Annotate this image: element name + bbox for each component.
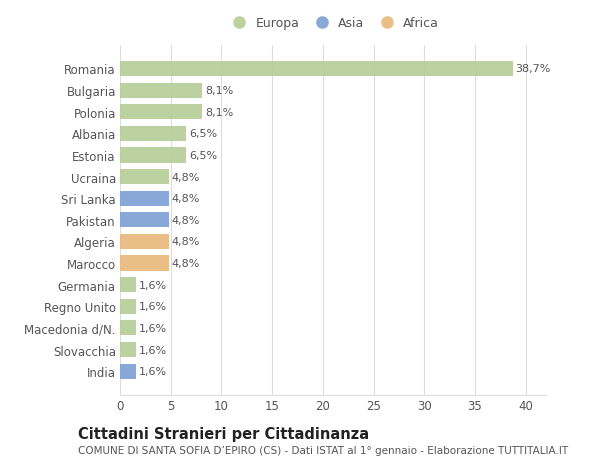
Bar: [120, 213, 169, 228]
Text: 6,5%: 6,5%: [189, 151, 217, 161]
Text: 8,1%: 8,1%: [205, 107, 233, 118]
Bar: [120, 299, 136, 314]
Text: 1,6%: 1,6%: [139, 345, 167, 355]
Text: 4,8%: 4,8%: [172, 172, 200, 182]
Bar: [120, 278, 136, 292]
Bar: [120, 170, 169, 185]
Bar: [120, 62, 512, 77]
Text: 4,8%: 4,8%: [172, 215, 200, 225]
Text: 4,8%: 4,8%: [172, 237, 200, 247]
Text: 38,7%: 38,7%: [515, 64, 551, 74]
Bar: [120, 256, 169, 271]
Text: 8,1%: 8,1%: [205, 86, 233, 96]
Text: 1,6%: 1,6%: [139, 280, 167, 290]
Bar: [120, 321, 136, 336]
Bar: [120, 191, 169, 206]
Bar: [120, 364, 136, 379]
Text: 4,8%: 4,8%: [172, 194, 200, 204]
Text: 1,6%: 1,6%: [139, 366, 167, 376]
Bar: [120, 342, 136, 357]
Text: 1,6%: 1,6%: [139, 302, 167, 312]
Bar: [120, 127, 186, 141]
Text: Cittadini Stranieri per Cittadinanza: Cittadini Stranieri per Cittadinanza: [78, 426, 369, 441]
Text: COMUNE DI SANTA SOFIA D’EPIRO (CS) - Dati ISTAT al 1° gennaio - Elaborazione TUT: COMUNE DI SANTA SOFIA D’EPIRO (CS) - Dat…: [78, 445, 568, 455]
Legend: Europa, Asia, Africa: Europa, Asia, Africa: [227, 17, 439, 30]
Bar: [120, 84, 202, 98]
Text: 1,6%: 1,6%: [139, 323, 167, 333]
Bar: [120, 105, 202, 120]
Text: 6,5%: 6,5%: [189, 129, 217, 139]
Bar: [120, 148, 186, 163]
Bar: [120, 235, 169, 249]
Text: 4,8%: 4,8%: [172, 258, 200, 269]
